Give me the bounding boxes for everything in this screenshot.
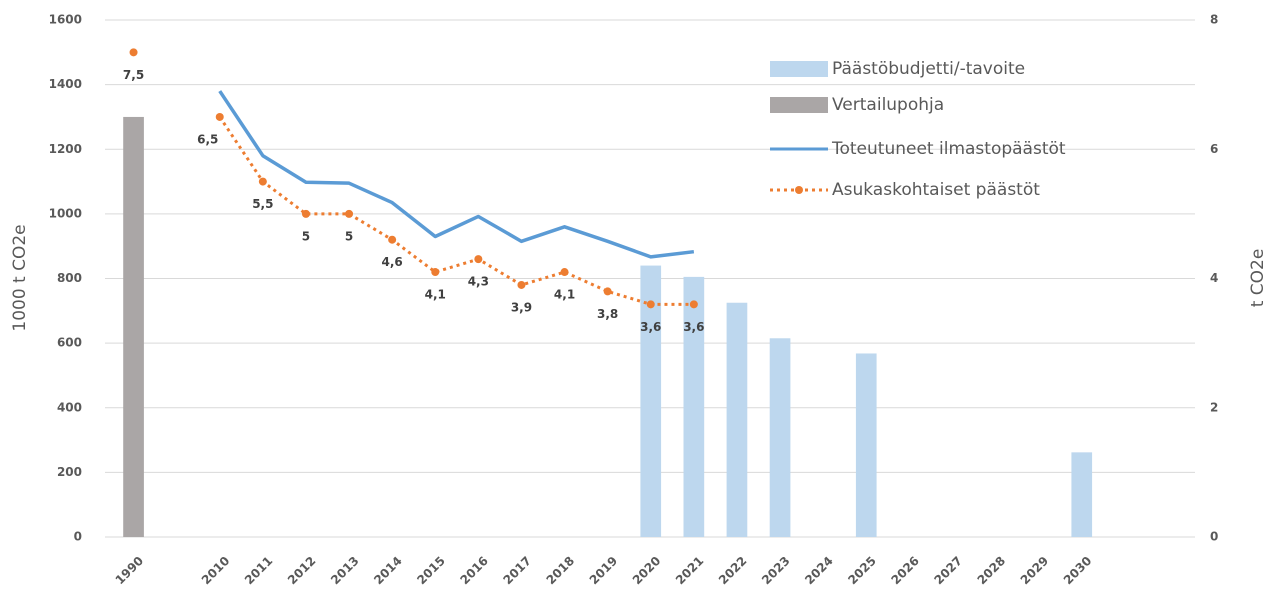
x-tick-label: 2028 (975, 554, 1009, 588)
data-label: 3,8 (597, 307, 618, 321)
x-tick-label: 2027 (932, 554, 966, 588)
marker (560, 268, 569, 277)
data-label: 3,6 (683, 320, 704, 334)
x-tick-label: 2013 (328, 554, 362, 588)
y-tick-label: 400 (57, 400, 82, 414)
marker (301, 209, 310, 218)
marker (129, 48, 138, 57)
legend-label: Asukaskohtaiset päästöt (832, 180, 1040, 200)
x-tick-label: 2025 (845, 554, 879, 588)
marker (646, 300, 655, 309)
y-tick-label: 600 (57, 336, 82, 350)
y-tick-label: 1200 (49, 142, 82, 156)
data-label: 5 (345, 229, 353, 243)
x-tick-label: 2030 (1061, 554, 1095, 588)
data-label: 5 (302, 229, 310, 243)
bar (769, 338, 791, 537)
y2-tick-label: 4 (1210, 271, 1218, 285)
x-tick-label: 2012 (285, 554, 319, 588)
marker (689, 300, 698, 309)
bar (123, 116, 144, 537)
data-label: 3,6 (640, 320, 661, 334)
x-tick-label: 2029 (1018, 554, 1052, 588)
y-axis-label: 1000 t CO2e (10, 224, 30, 331)
line (218, 116, 694, 306)
x-tick-label: 2024 (802, 554, 836, 588)
x-tick-label: 1990 (113, 554, 147, 588)
bar (726, 302, 748, 537)
data-label: 6,5 (197, 132, 218, 146)
y2-tick-label: 2 (1210, 400, 1218, 414)
marker (388, 235, 397, 244)
line (218, 90, 695, 259)
legend-marker (795, 186, 803, 194)
bar (1071, 452, 1093, 537)
y2-axis-label: t CO2e (1248, 249, 1268, 308)
x-tick-label: 2018 (544, 554, 578, 588)
x-tick-label: 2021 (673, 554, 707, 588)
bar (855, 353, 877, 537)
y-tick-label: 0 (74, 530, 82, 544)
y2-tick-label: 8 (1210, 13, 1218, 27)
marker (603, 287, 612, 296)
bar (683, 276, 705, 537)
y-tick-label: 1600 (49, 13, 82, 27)
legend-swatch (770, 97, 828, 113)
data-label: 4,1 (425, 288, 446, 302)
x-tick-label: 2026 (888, 554, 922, 588)
data-label: 3,9 (511, 300, 532, 314)
marker (345, 209, 354, 218)
data-label: 4,6 (382, 255, 403, 269)
y-tick-label: 1000 (49, 206, 82, 220)
marker (474, 255, 483, 264)
legend-label: Toteutuneet ilmastopäästöt (831, 139, 1066, 159)
x-tick-label: 2022 (716, 554, 750, 588)
x-tick-label: 2011 (242, 554, 276, 588)
data-label: 4,3 (468, 275, 489, 289)
x-tick-label: 2010 (199, 554, 233, 588)
x-tick-label: 2016 (457, 554, 491, 588)
y2-tick-label: 6 (1210, 142, 1218, 156)
x-tick-label: 2023 (759, 554, 793, 588)
bar (640, 265, 662, 537)
y-tick-label: 800 (57, 271, 82, 285)
y-tick-label: 1400 (49, 77, 82, 91)
y2-tick-label: 0 (1210, 530, 1218, 544)
x-tick-label: 2014 (371, 554, 405, 588)
data-label: 7,5 (123, 68, 144, 82)
data-label: 5,5 (252, 197, 273, 211)
marker (215, 112, 224, 121)
legend-label: Vertailupohja (832, 95, 944, 115)
legend-label: Päästöbudjetti/-tavoite (832, 59, 1025, 79)
marker (517, 280, 526, 289)
y-tick-label: 200 (57, 465, 82, 479)
x-tick-label: 2017 (501, 554, 535, 588)
data-label: 4,1 (554, 288, 575, 302)
marker (258, 177, 267, 186)
x-tick-label: 2015 (414, 554, 448, 588)
x-tick-label: 2019 (587, 554, 621, 588)
x-tick-label: 2020 (630, 554, 664, 588)
legend-swatch (770, 61, 828, 77)
marker (431, 268, 440, 277)
